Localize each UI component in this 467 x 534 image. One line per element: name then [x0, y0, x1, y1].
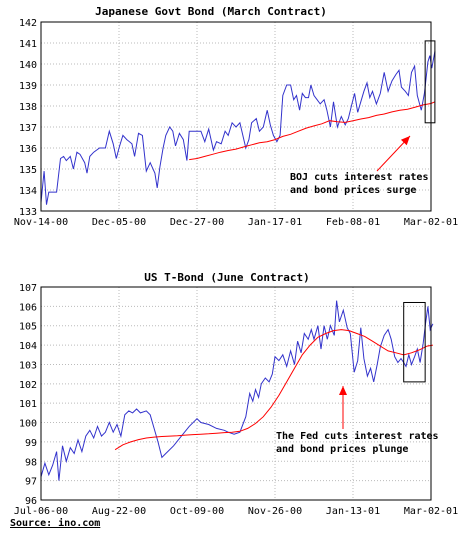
annotation-arrowhead [339, 386, 347, 395]
highlight-box [424, 40, 436, 124]
annotation-arrowhead [400, 136, 410, 146]
x-tick-label: Dec-05-00 [92, 217, 146, 228]
x-tick-label: Mar-02-01 [404, 506, 458, 517]
price-line [40, 300, 434, 481]
x-tick-label: Jul-06-00 [14, 506, 68, 517]
y-tick-label: 140 [19, 60, 37, 71]
y-tick-label: 137 [19, 123, 37, 134]
jgb-chart: 133 134 135 136 137 138 139 140 141 142 Nov-14-00 D… [14, 5, 458, 228]
annotation-line-1: BOJ cuts interest rates [290, 171, 428, 183]
x-tick-label: Jan-13-01 [326, 506, 380, 517]
moving-average-line [114, 329, 433, 451]
highlight-box [403, 301, 426, 383]
x-tick-label: Jan-17-01 [248, 217, 302, 228]
x-tick-label: Dec-27-00 [170, 217, 224, 228]
y-tick-label: 100 [19, 419, 37, 430]
x-tick-label: Mar-02-01 [404, 217, 458, 228]
annotation-line-2: and bond prices surge [290, 184, 416, 196]
y-tick-label: 138 [19, 102, 37, 113]
y-tick-label: 135 [19, 165, 37, 176]
y-tick-label: 98 [25, 457, 37, 468]
y-tick-label: 134 [19, 186, 37, 197]
y-tick-label: 96 [25, 496, 37, 507]
x-tick-label: Feb-08-01 [326, 217, 380, 228]
y-tick-label: 105 [19, 322, 37, 333]
plot-area [41, 22, 431, 211]
y-tick-label: 99 [25, 438, 37, 449]
annotation-line-2: and bond prices plunge [276, 443, 408, 455]
annotation-line-1: The Fed cuts interest rates [276, 430, 439, 442]
moving-average-line [189, 101, 436, 161]
source-label: Source: ino.com [10, 518, 101, 529]
y-tick-label: 106 [19, 302, 37, 313]
plot-area [41, 287, 431, 500]
tbond-chart: 96 97 98 99 100 101 102 103 104 105 106 107 Jul-06-0… [14, 271, 458, 517]
y-tick-label: 136 [19, 144, 37, 155]
plot-border [40, 286, 432, 501]
y-tick-label: 102 [19, 380, 37, 391]
y-tick-label: 141 [19, 39, 37, 50]
y-tick-label: 101 [19, 399, 37, 410]
y-tick-label: 107 [19, 283, 37, 294]
x-tick-label: Oct-09-00 [170, 506, 224, 517]
y-tick-label: 139 [19, 81, 37, 92]
y-tick-label: 97 [25, 477, 37, 488]
chart-title: US T-Bond (June Contract) [144, 271, 310, 284]
x-tick-label: Nov-26-00 [248, 506, 302, 517]
y-tick-label: 103 [19, 360, 37, 371]
chart-title: Japanese Govt Bond (March Contract) [95, 5, 327, 18]
x-tick-label: Aug-22-00 [92, 506, 146, 517]
x-tick-label: Nov-14-00 [14, 217, 68, 228]
y-tick-label: 104 [19, 341, 37, 352]
plot-border [40, 21, 432, 212]
price-line [40, 51, 436, 205]
y-tick-label: 133 [19, 207, 37, 218]
y-tick-label: 142 [19, 18, 37, 29]
